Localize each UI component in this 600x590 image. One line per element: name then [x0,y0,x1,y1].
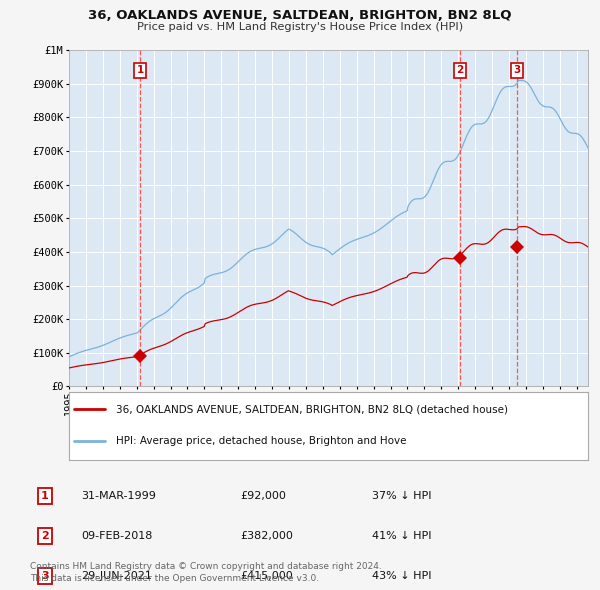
Text: 31-MAR-1999: 31-MAR-1999 [81,491,156,501]
Text: £382,000: £382,000 [240,531,293,541]
Text: 29-JUN-2021: 29-JUN-2021 [81,571,152,581]
Text: 36, OAKLANDS AVENUE, SALTDEAN, BRIGHTON, BN2 8LQ: 36, OAKLANDS AVENUE, SALTDEAN, BRIGHTON,… [88,9,512,22]
Text: This data is licensed under the Open Government Licence v3.0.: This data is licensed under the Open Gov… [30,574,319,583]
Text: HPI: Average price, detached house, Brighton and Hove: HPI: Average price, detached house, Brig… [116,436,406,446]
Text: 1: 1 [41,491,49,501]
Text: 3: 3 [41,571,49,581]
Text: 1: 1 [137,65,144,76]
Text: 09-FEB-2018: 09-FEB-2018 [81,531,152,541]
Text: 3: 3 [514,65,521,76]
Text: 36, OAKLANDS AVENUE, SALTDEAN, BRIGHTON, BN2 8LQ (detached house): 36, OAKLANDS AVENUE, SALTDEAN, BRIGHTON,… [116,404,508,414]
Text: £92,000: £92,000 [240,491,286,501]
Text: 43% ↓ HPI: 43% ↓ HPI [372,571,431,581]
Text: 37% ↓ HPI: 37% ↓ HPI [372,491,431,501]
Text: Price paid vs. HM Land Registry's House Price Index (HPI): Price paid vs. HM Land Registry's House … [137,22,463,32]
Text: 2: 2 [41,531,49,541]
Text: 2: 2 [456,65,464,76]
Text: £415,000: £415,000 [240,571,293,581]
Text: Contains HM Land Registry data © Crown copyright and database right 2024.: Contains HM Land Registry data © Crown c… [30,562,382,571]
Text: 41% ↓ HPI: 41% ↓ HPI [372,531,431,541]
